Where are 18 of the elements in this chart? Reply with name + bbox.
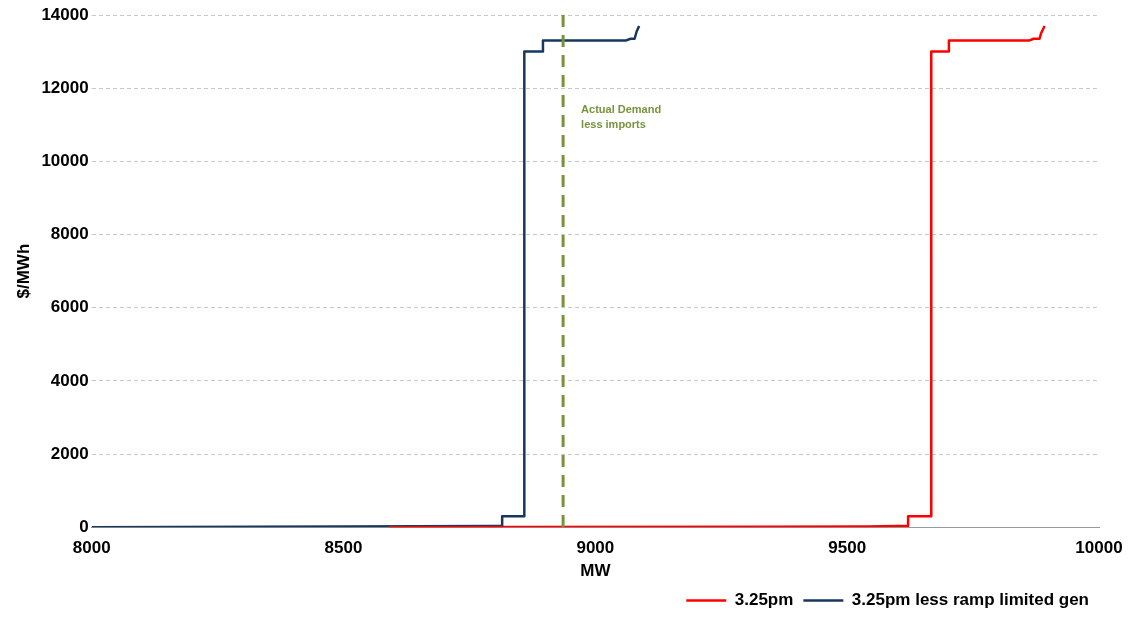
y-tick-label: 2000	[50, 443, 89, 463]
y-tick-label: 6000	[50, 297, 89, 317]
x-tick-label: 9500	[828, 538, 867, 558]
legend-label: 3.25pm less ramp limited gen	[851, 590, 1090, 610]
y-axis-title: $/MWh	[13, 243, 33, 299]
y-tick-label: 4000	[50, 370, 89, 390]
legend-label: 3.25pm	[734, 590, 794, 610]
y-tick-label: 12000	[41, 77, 89, 97]
y-tick-label: 14000	[41, 4, 89, 24]
y-tick-label: 10000	[41, 151, 89, 171]
x-tick-label: 10000	[1075, 538, 1123, 558]
x-axis-title: MW	[580, 561, 612, 581]
ref-line-label: Actual Demand less imports	[581, 103, 662, 131]
y-tick-label: 8000	[50, 224, 89, 244]
y-tick-label: 0	[79, 516, 89, 536]
x-tick-label: 9000	[576, 538, 615, 558]
x-tick-label: 8000	[72, 538, 111, 558]
x-tick-label: 8500	[324, 538, 363, 558]
